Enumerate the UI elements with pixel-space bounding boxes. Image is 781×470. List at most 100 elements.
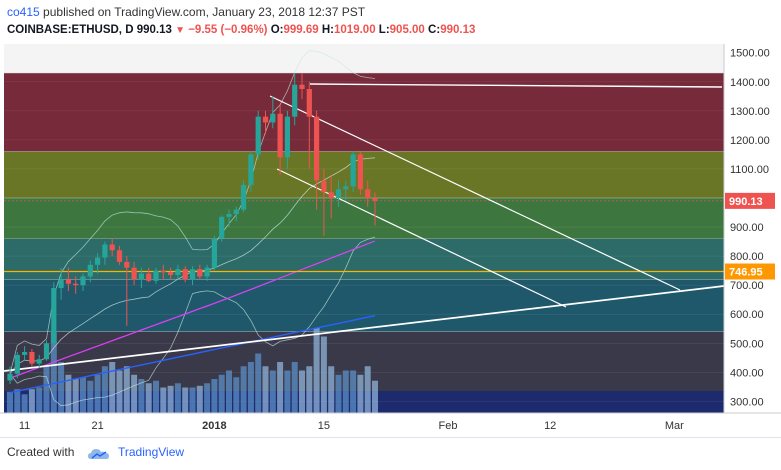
footer: Created with TradingView [0,437,781,470]
price-tick-label: 1400.00 [730,77,770,89]
price-tick-label: 500.00 [730,338,764,350]
volume-bar [233,377,240,413]
volume-bar [284,370,291,413]
open-value: 999.69 [283,24,319,36]
volume-bar [364,366,371,413]
candle-body [314,116,320,181]
candle-body [292,84,298,117]
volume-bar [174,383,181,413]
candle-body [80,276,86,286]
price-tick-label: 1300.00 [730,106,770,118]
candle-body [255,116,261,155]
level-price-tag-background [725,263,775,280]
candle-body [175,269,181,275]
open-label: O: [270,24,284,36]
price-tick-label: 900.00 [730,222,764,234]
symbol-line: COINBASE:ETHUSD, D 990.13 ▼ −9.55 (−0.96… [7,24,475,36]
candle-body [153,270,159,281]
candle-body [102,244,108,258]
time-axis-background [0,413,781,437]
candle-body [197,269,203,277]
volume-bar [255,353,262,413]
price-tick-label: 1200.00 [730,135,770,147]
ma100-line [9,315,376,394]
candle-body [328,192,334,198]
candle-body [14,354,20,374]
tradingview-brand-link[interactable]: TradingView [118,445,185,459]
candle-body [189,269,196,280]
candle-body [241,184,247,210]
chart-header: co415 published on TradingView.com, Janu… [0,0,781,44]
price-tick-label: 800.00 [730,251,764,263]
author-link[interactable]: co415 [7,5,40,19]
fib-band [4,44,724,74]
fib-bands [4,44,724,413]
volume-bar [247,362,254,413]
price-tick-label: 300.00 [730,396,764,408]
candle-body [29,351,35,364]
candle-body [58,279,64,289]
trend-lines [3,83,725,372]
volume-bar [350,370,357,413]
last-price-tag: 990.13 [729,196,763,208]
close-value: 990.13 [440,24,476,36]
candle-body [87,264,93,277]
candle-body [7,373,13,381]
volume-bar [182,387,189,413]
candle-body [73,283,79,286]
candle-body [365,189,371,199]
volume-bar [72,379,79,413]
volume-bar [80,377,86,413]
volume-bar [372,380,378,413]
candle-body [219,216,225,239]
time-tick-label: Feb [439,420,458,432]
candle-body [131,267,137,280]
volume-bar [204,383,211,413]
candle-body [211,238,217,268]
candle-body [43,343,50,360]
volume-bar [226,370,232,413]
candle-body [357,154,363,190]
volume-bar [313,328,320,413]
price-tick-label: 600.00 [730,309,764,321]
volume-bar [269,370,276,413]
candle-body [350,154,356,187]
high-label: H: [321,24,335,36]
volume-bar [50,332,57,413]
volume-bar [167,385,174,413]
last-price: 990.13 [136,24,172,36]
created-with-text: Created with [7,445,75,459]
volume-bar [14,389,21,413]
volume-bar [262,366,269,413]
time-tick-label: 15 [318,420,330,432]
volume-bar [291,362,298,413]
volume-bars [7,328,378,413]
volume-bar [306,366,313,413]
volume-bar [299,370,305,413]
symbol-name: COINBASE:ETHUSD, D [7,24,134,36]
candle-body [248,154,254,185]
channel-upper-line [269,95,681,291]
volume-bar [218,374,225,413]
price-chart[interactable]: 300.00 400.00 500.00 600.00 700.00 800.00 900.… [0,44,781,437]
resistance-line [309,83,723,88]
ma50-line [9,240,376,379]
fib-band [4,197,724,239]
volume-bar [58,362,65,413]
published-text: published on TradingView.com, January 23… [43,5,366,19]
time-tick-label: 2018 [202,420,226,432]
time-tick-label: 21 [91,420,103,432]
price-axis[interactable]: 300.00 400.00 500.00 600.00 700.00 800.00 900.… [723,44,781,413]
candle-body [335,189,342,198]
candle-body [22,351,28,355]
volume-bar [94,374,101,413]
volume-bar [240,366,247,413]
volume-bar [357,374,364,413]
price-tick-label: 400.00 [730,367,764,379]
candle-body [116,250,123,262]
candle-body [182,269,188,280]
time-axis[interactable]: 11 21 2018 15 Feb 12 Mar [0,412,781,437]
candle-body [372,198,378,201]
volume-bar [101,366,108,413]
time-tick-label: 11 [19,420,30,432]
